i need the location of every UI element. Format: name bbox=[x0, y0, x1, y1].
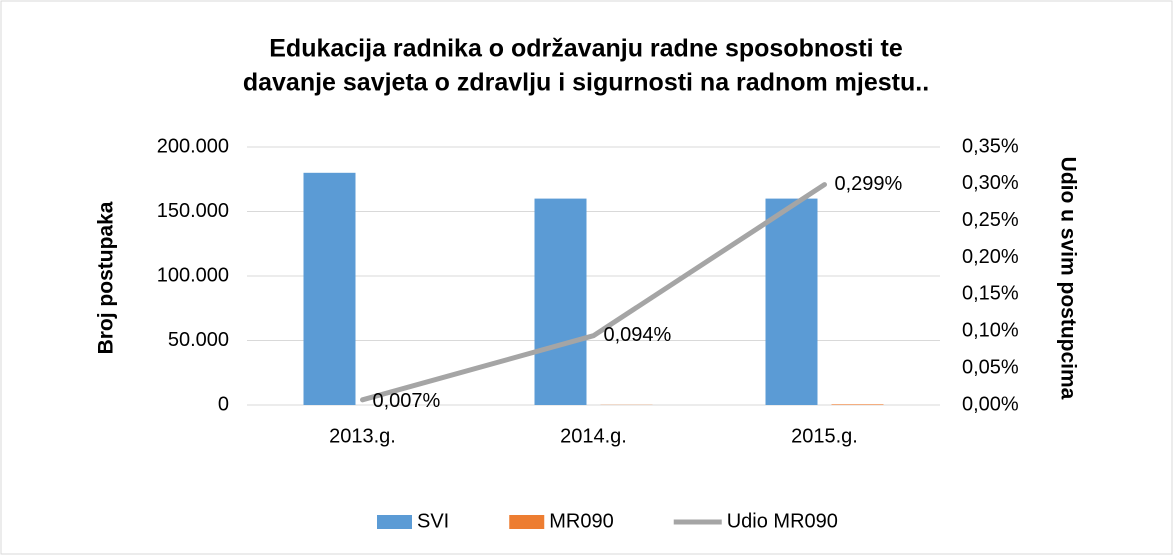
legend-swatch bbox=[509, 515, 545, 529]
y2-tick-label: 0,35% bbox=[962, 135, 1019, 157]
bar bbox=[534, 198, 587, 405]
chart-title: davanje savjeta o zdravlju i sigurnosti … bbox=[243, 69, 929, 97]
x-tick-label: 2015.g. bbox=[791, 425, 858, 447]
y2-tick-label: 0,25% bbox=[962, 209, 1019, 231]
y2-axis-title: Udio u svim postupcima bbox=[1056, 157, 1079, 400]
data-label: 0,299% bbox=[835, 173, 903, 195]
bar bbox=[831, 404, 884, 405]
legend-swatch bbox=[377, 515, 412, 529]
y-tick-label: 50.000 bbox=[168, 329, 229, 351]
y-tick-label: 200.000 bbox=[157, 135, 229, 157]
legend-label: MR090 bbox=[549, 510, 613, 532]
y2-tick-label: 0,15% bbox=[962, 283, 1019, 305]
chart-title: Edukacija radnika o održavanju radne spo… bbox=[269, 35, 903, 63]
x-tick-label: 2013.g. bbox=[329, 425, 396, 447]
y2-tick-label: 0,10% bbox=[962, 320, 1019, 342]
y-tick-label: 0 bbox=[218, 393, 229, 415]
legend-label: Udio MR090 bbox=[727, 510, 838, 532]
data-label: 0,007% bbox=[373, 390, 441, 412]
bar bbox=[303, 172, 356, 405]
y2-tick-label: 0,05% bbox=[962, 356, 1019, 378]
y-axis-title: Broj postupaka bbox=[95, 201, 118, 354]
y2-tick-label: 0,00% bbox=[962, 393, 1019, 415]
line bbox=[360, 182, 827, 403]
y-tick-label: 150.000 bbox=[157, 200, 229, 222]
y-tick-label: 100.000 bbox=[157, 264, 229, 286]
y2-tick-label: 0,20% bbox=[962, 246, 1019, 268]
bar bbox=[765, 198, 818, 405]
y2-tick-label: 0,30% bbox=[962, 172, 1019, 194]
x-tick-label: 2014.g. bbox=[560, 425, 627, 447]
data-label: 0,094% bbox=[604, 324, 672, 346]
legend-label: SVI bbox=[417, 510, 449, 532]
